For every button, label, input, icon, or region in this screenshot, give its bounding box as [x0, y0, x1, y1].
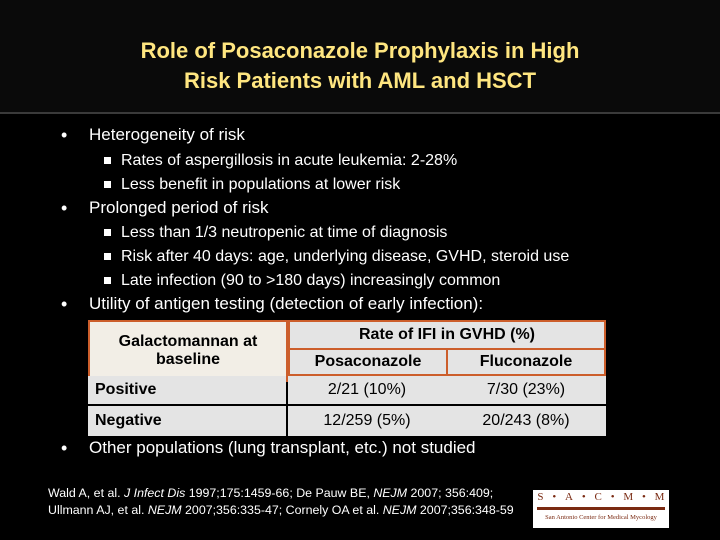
logo-letter: M — [623, 491, 634, 503]
sacmm-logo: S • A • C • M • M San Antonio Center for… — [533, 490, 669, 528]
sub-bullet-text: Less than 1/3 neutropenic at time of dia… — [121, 224, 448, 241]
reference-text: 1997;175:1459-66; De Pauw BE, — [185, 486, 374, 500]
sub-bullet-item: Late infection (90 to >180 days) increas… — [104, 270, 501, 292]
sub-bullet-item: Less benefit in populations at lower ris… — [104, 174, 401, 196]
cell-positive-fluconazole: 7/30 (23%) — [446, 376, 606, 404]
reference-text: Wald A, et al. — [48, 486, 124, 500]
logo-letter: S — [537, 491, 544, 503]
sub-bullet-text: Late infection (90 to >180 days) increas… — [121, 272, 501, 289]
bullet-item: • Other populations (lung transplant, et… — [61, 437, 476, 459]
logo-letter: M — [654, 491, 665, 503]
sub-bullet-text: Risk after 40 days: age, underlying dise… — [121, 248, 570, 265]
journal-name: J Infect Dis — [123, 486, 186, 500]
logo-letter: A — [565, 491, 573, 503]
title-bar: Role of Posaconazole Prophylaxis in High… — [0, 0, 720, 114]
reference-text: 2007; 356:409; Ullmann AJ, et al. — [48, 486, 494, 517]
row-label-negative: Negative — [88, 406, 286, 436]
cell-negative-posaconazole: 12/259 (5%) — [288, 406, 446, 436]
column-header-posaconazole: Posaconazole — [288, 348, 448, 376]
logo-divider — [537, 507, 665, 510]
bullet-dot-icon: • — [61, 294, 68, 314]
sub-bullet-item: Rates of aspergillosis in acute leukemia… — [104, 150, 458, 172]
reference-text: 2007;356:335-47; Cornely OA et al. — [181, 503, 383, 517]
column-header-fluconazole: Fluconazole — [446, 348, 606, 376]
square-bullet-icon — [104, 253, 111, 260]
row-label-positive: Positive — [88, 376, 286, 404]
bullet-item: • Heterogeneity of risk — [61, 124, 245, 146]
square-bullet-icon — [104, 157, 111, 164]
bullet-item: • Prolonged period of risk — [61, 197, 269, 219]
slide-title-line2: Risk Patients with AML and HSCT — [183, 68, 537, 93]
logo-separator: • — [581, 491, 586, 503]
reference-text: 2007;356:348-59 — [416, 503, 514, 517]
slide-title-line1: Role of Posaconazole Prophylaxis in High — [140, 38, 580, 63]
cell-negative-fluconazole: 20/243 (8%) — [446, 406, 606, 436]
square-bullet-icon — [104, 229, 111, 236]
sub-bullet-text: Less benefit in populations at lower ris… — [121, 176, 401, 193]
table-corner-header: Galactomannan at baseline — [88, 320, 288, 382]
sub-bullet-item: Risk after 40 days: age, underlying dise… — [104, 246, 570, 268]
square-bullet-icon — [104, 277, 111, 284]
cell-positive-posaconazole: 2/21 (10%) — [288, 376, 446, 404]
corner-header-line1: Galactomannan at — [118, 333, 258, 350]
logo-separator: • — [552, 491, 557, 503]
sub-bullet-text: Rates of aspergillosis in acute leukemia… — [121, 152, 458, 169]
bullet-text: Prolonged period of risk — [89, 198, 269, 217]
group-header: Rate of IFI in GVHD (%) — [288, 320, 606, 350]
bullet-item: • Utility of antigen testing (detection … — [61, 293, 484, 315]
journal-name: NEJM — [373, 486, 408, 500]
bullet-dot-icon: • — [61, 198, 68, 218]
bullet-text: Utility of antigen testing (detection of… — [89, 294, 484, 313]
corner-header-line2: baseline — [155, 351, 221, 368]
logo-letter: C — [594, 491, 602, 503]
bullet-text: Heterogeneity of risk — [89, 125, 245, 144]
logo-separator: • — [610, 491, 615, 503]
logo-separator: • — [641, 491, 646, 503]
sub-bullet-item: Less than 1/3 neutropenic at time of dia… — [104, 222, 448, 244]
logo-subtitle: San Antonio Center for Medical Mycology — [545, 514, 657, 521]
logo-letters: S • A • C • M • M — [533, 491, 669, 503]
references-footnote: Wald A, et al. J Infect Dis 1997;175:145… — [48, 485, 518, 519]
bullet-text: Other populations (lung transplant, etc.… — [89, 438, 476, 457]
bullet-dot-icon: • — [61, 125, 68, 145]
bullet-dot-icon: • — [61, 438, 68, 458]
slide-title: Role of Posaconazole Prophylaxis in High… — [0, 36, 720, 96]
journal-name: NEJM — [147, 503, 182, 517]
journal-name: NEJM — [382, 503, 417, 517]
square-bullet-icon — [104, 181, 111, 188]
